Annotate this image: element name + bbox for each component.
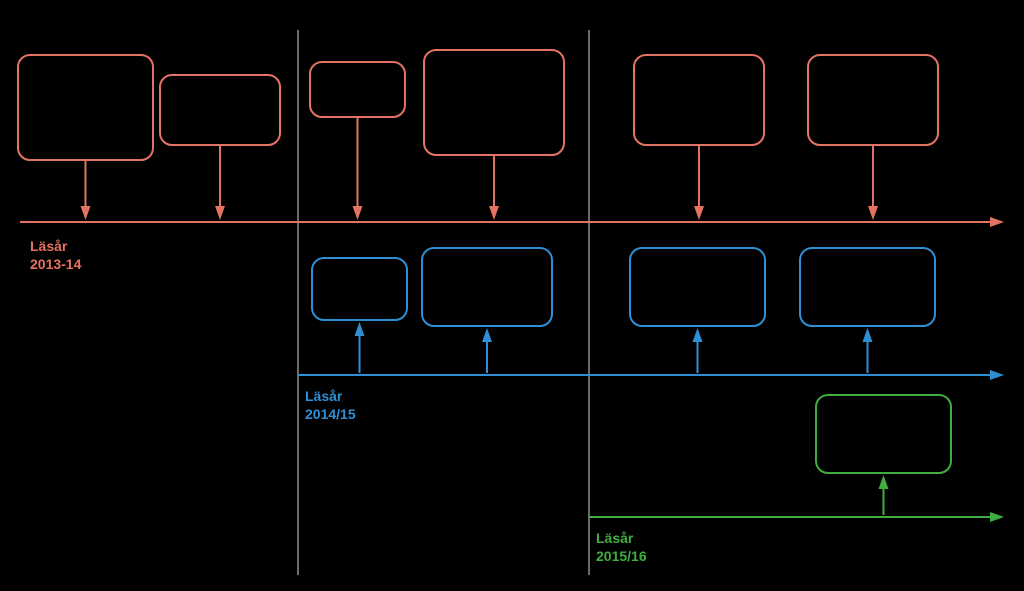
timeline-diagram [0, 0, 1024, 591]
timeline-label-green: Läsår 2015/16 [596, 530, 647, 565]
timeline-label-red: Läsår 2013-14 [30, 238, 81, 273]
timeline-label-blue: Läsår 2014/15 [305, 388, 356, 423]
